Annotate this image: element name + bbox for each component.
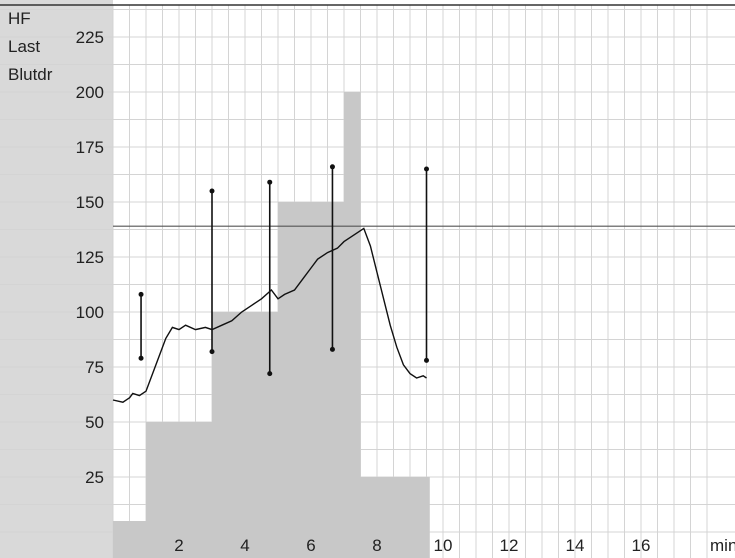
- x-tick-label: 14: [566, 536, 585, 555]
- y-tick-label: 125: [76, 248, 104, 267]
- bp-diastolic-point: [267, 371, 273, 377]
- y-tick-label: 175: [76, 138, 104, 157]
- bp-systolic-point: [424, 166, 429, 172]
- bp-diastolic-point: [329, 346, 335, 352]
- heart-rate-line: [112, 227, 427, 403]
- y-tick-label: 75: [85, 358, 104, 377]
- x-tick-labels: 2 4 6 8 10 12 14 16: [174, 536, 650, 555]
- load-bar: [278, 202, 344, 558]
- y-label-line-1: HF: [8, 9, 31, 28]
- y-tick-labels: 25 50 75 100 125 150 175 200 225: [76, 28, 104, 487]
- y-tick-label: 100: [76, 303, 104, 322]
- y-axis-band: [0, 0, 113, 558]
- load-bar: [360, 477, 430, 558]
- blood-pressure-marks: [138, 164, 429, 377]
- bp-diastolic-point: [138, 355, 144, 361]
- y-label-line-2: Last: [8, 37, 40, 56]
- bp-diastolic-point: [424, 357, 429, 363]
- bp-diastolic-point: [209, 349, 215, 355]
- x-tick-label: 12: [500, 536, 519, 555]
- x-tick-label: 2: [174, 536, 183, 555]
- load-bar: [212, 312, 278, 558]
- y-tick-label: 200: [76, 83, 104, 102]
- load-bar: [344, 92, 361, 558]
- bp-systolic-point: [209, 188, 215, 194]
- bp-systolic-point: [267, 179, 273, 185]
- x-tick-label: 4: [240, 536, 249, 555]
- x-tick-label: 10: [434, 536, 453, 555]
- load-bar: [113, 521, 146, 558]
- y-tick-label: 225: [76, 28, 104, 47]
- x-axis-unit: min: [710, 536, 735, 555]
- y-label-line-3: Blutdr: [8, 65, 53, 84]
- load-bar: [146, 422, 212, 558]
- y-tick-label: 25: [85, 468, 104, 487]
- x-tick-label: 6: [306, 536, 315, 555]
- y-tick-label: 150: [76, 193, 104, 212]
- load-bars: [113, 92, 430, 558]
- x-tick-label: 8: [372, 536, 381, 555]
- y-tick-label: 50: [85, 413, 104, 432]
- bp-systolic-point: [329, 164, 335, 170]
- bp-systolic-point: [138, 291, 144, 297]
- x-tick-label: 16: [632, 536, 651, 555]
